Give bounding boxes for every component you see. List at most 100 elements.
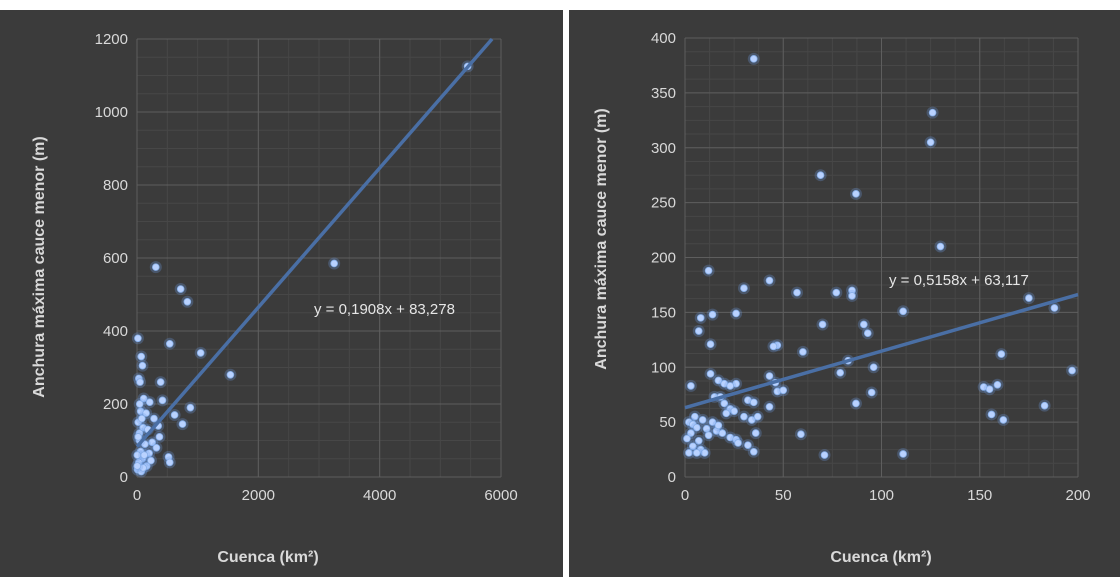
data-point xyxy=(993,381,1002,389)
data-point xyxy=(698,416,707,424)
data-point xyxy=(137,352,146,361)
data-point xyxy=(832,288,841,297)
trendline xyxy=(135,37,494,448)
data-point xyxy=(692,423,701,432)
data-point xyxy=(147,456,155,465)
data-point xyxy=(726,382,734,390)
x-tick-label: 50 xyxy=(775,487,792,504)
data-point xyxy=(165,458,174,467)
data-point xyxy=(706,340,715,349)
data-point xyxy=(708,310,717,319)
data-point xyxy=(141,440,149,448)
x-axis-title: Cuenca (km²) xyxy=(217,549,318,566)
data-point xyxy=(226,370,235,379)
x-tick-label: 6000 xyxy=(484,487,517,504)
x-tick-label: 4000 xyxy=(363,487,396,504)
data-point xyxy=(987,410,996,419)
data-point xyxy=(136,378,144,386)
y-axis-title: Anchura máxima cauce menor (m) xyxy=(593,108,610,369)
data-point xyxy=(156,378,165,386)
panel-divider xyxy=(563,0,569,577)
data-point xyxy=(744,441,752,449)
data-point xyxy=(145,398,154,406)
trendline-equation: y = 0,5158x + 63,117 xyxy=(889,272,1029,289)
y-tick-label: 600 xyxy=(103,250,128,267)
data-point xyxy=(836,368,845,377)
data-point xyxy=(718,429,727,437)
data-point xyxy=(863,329,872,338)
data-point xyxy=(133,462,142,470)
data-point xyxy=(1068,366,1076,375)
data-point xyxy=(848,292,856,300)
data-point xyxy=(722,409,731,418)
data-point xyxy=(797,430,805,438)
data-point xyxy=(765,372,774,380)
scatter-chart-right: 0 50 100 150 200 0 50 100 150 200 250 300 350 400 Cue… xyxy=(593,30,1091,566)
data-point xyxy=(706,370,715,378)
data-point xyxy=(985,385,994,394)
data-point xyxy=(196,349,205,357)
data-point xyxy=(134,334,142,343)
data-point xyxy=(689,442,697,451)
data-point xyxy=(685,449,693,457)
y-tick-label: 50 xyxy=(659,414,676,431)
data-point xyxy=(152,263,160,271)
data-point xyxy=(704,266,713,275)
y-tick-label: 200 xyxy=(103,396,128,413)
data-point xyxy=(148,438,156,447)
data-point xyxy=(860,320,868,329)
data-point xyxy=(748,416,756,424)
data-point xyxy=(139,394,148,403)
data-point xyxy=(714,376,723,385)
data-point xyxy=(740,412,748,421)
data-point xyxy=(720,399,729,408)
data-point xyxy=(170,411,179,419)
x-tick-label: 200 xyxy=(1065,487,1090,504)
data-point xyxy=(183,297,192,306)
y-tick-label: 250 xyxy=(651,195,676,212)
data-point xyxy=(134,433,143,441)
data-point xyxy=(734,439,742,447)
y-tick-label: 0 xyxy=(120,469,128,486)
data-point xyxy=(928,108,937,117)
data-point xyxy=(687,382,695,390)
data-point xyxy=(732,309,740,318)
data-point xyxy=(769,342,778,351)
trendline-equation: y = 0,1908x + 83,278 xyxy=(314,301,455,318)
data-point xyxy=(765,276,774,285)
data-point xyxy=(753,412,762,421)
x-tick-label: 0 xyxy=(133,487,141,504)
data-point xyxy=(696,314,705,322)
x-tick-label: 0 xyxy=(681,487,689,504)
data-point xyxy=(155,433,164,441)
data-point xyxy=(714,421,723,430)
y-tick-label: 1200 xyxy=(95,31,128,48)
data-point xyxy=(730,407,738,415)
x-tick-label: 150 xyxy=(967,487,992,504)
data-point xyxy=(135,400,144,408)
data-point xyxy=(816,171,825,179)
data-point xyxy=(1050,304,1059,312)
data-point xyxy=(740,284,748,293)
data-point xyxy=(899,450,907,458)
data-point xyxy=(820,451,829,459)
y-axis-title: Anchura máxima cauce menor (m) xyxy=(31,136,48,397)
data-point xyxy=(997,350,1006,358)
data-point xyxy=(936,242,945,251)
data-point xyxy=(765,402,774,411)
chart-panel-left: 0 2000 4000 6000 0 200 400 600 800 1000 1200 Cuenc… xyxy=(0,10,563,577)
data-point xyxy=(158,396,167,405)
data-point xyxy=(867,388,876,397)
data-point xyxy=(694,436,703,445)
data-point xyxy=(152,443,161,452)
data-point xyxy=(779,386,788,395)
data-point xyxy=(176,285,185,293)
data-point xyxy=(694,327,703,335)
y-tick-label: 0 xyxy=(668,469,676,486)
data-point xyxy=(138,414,146,423)
data-point xyxy=(852,399,860,408)
scatter-chart-left: 0 2000 4000 6000 0 200 400 600 800 1000 1200 Cuenc… xyxy=(31,31,518,566)
data-point xyxy=(687,429,695,437)
y-tick-label: 350 xyxy=(651,85,676,102)
data-point xyxy=(692,449,701,457)
